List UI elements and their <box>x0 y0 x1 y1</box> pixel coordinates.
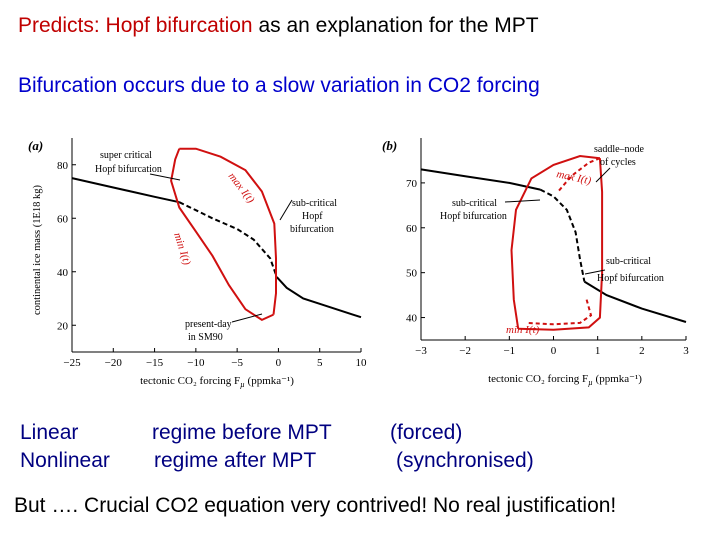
panel-b-x-label-unit: (ppmka⁻¹) <box>593 373 642 385</box>
panel-b-saddle-node-l2: of cycles <box>600 157 636 168</box>
panel-a-present-day-pointer <box>231 313 263 323</box>
panel-a-y-tick-label: 80 <box>57 160 69 172</box>
panel-a-label: (a) <box>28 138 43 153</box>
panel-b-max-branch <box>510 154 601 329</box>
panel-a-plot-area <box>72 138 361 352</box>
panel-a-x-label: tectonic CO₂ forcing Fµ (ppmka⁻¹) <box>140 375 294 389</box>
panel-b-x-tick-label: −1 <box>503 345 515 357</box>
row-1-col-3: (forced) <box>390 421 463 444</box>
panel-b-y-tick-label: 40 <box>406 313 418 325</box>
panel-a-x-tick-label: −15 <box>146 357 164 369</box>
slide-subtitle: Bifurcation occurs due to a slow variati… <box>18 74 540 97</box>
panel-a-max-branch <box>179 147 277 315</box>
panel-a-x-label-unit: (ppmka⁻¹) <box>245 375 294 387</box>
panel-b-sub-critical-a-l2: Hopf bifurcation <box>440 211 507 222</box>
panel-a-present-day-l1: present-day <box>185 319 232 330</box>
panel-a-sub-critical-l3: bifurcation <box>290 224 334 235</box>
panel-a-x-tick-label: −5 <box>231 357 243 369</box>
panel-b-min-branch <box>518 158 604 331</box>
panel-b-x-label-main: tectonic CO₂ forcing F <box>488 373 588 385</box>
panel-b-sub-critical-b-l2: Hopf bifurcation <box>597 273 664 284</box>
row-1-col-1: Linear <box>20 421 79 444</box>
panel-a-x-tick-label: −10 <box>187 357 205 369</box>
panel-a-min-branch <box>170 148 274 322</box>
slide-title: Predicts: Hopf bifurcation as an explana… <box>18 14 539 38</box>
panel-a: −25 −20 −15 −10 −5 0 5 10 20 40 60 80 (a) continental… <box>28 138 367 389</box>
title-rest: as an explanation for the MPT <box>252 14 539 37</box>
panel-a-sub-critical-l2: Hopf <box>302 211 323 222</box>
panel-a-super-critical-pointer <box>149 173 181 181</box>
bifurcation-figure: −25 −20 −15 −10 −5 0 5 1020406080(a)continental… <box>28 138 689 389</box>
panel-b-x-label: tectonic CO₂ forcing Fµ (ppmka⁻¹) <box>488 373 642 387</box>
panel-b-x-tick-label: 2 <box>639 345 645 357</box>
panel-a-x-tick-label: 0 <box>276 357 282 369</box>
panel-b: −3 −2 −1 0 1 2 3 40 50 60 70 (b) tectonic CO₂ forcin… <box>382 138 689 387</box>
panel-b-label: (b) <box>382 138 397 153</box>
panel-a-y-tick-label: 60 <box>57 213 69 225</box>
panel-b-sub-critical-b-pointer <box>584 269 606 275</box>
row-2-col-1: Nonlinear <box>20 449 110 472</box>
panel-a-sub-critical-l1: sub-critical <box>292 198 337 209</box>
panel-a-y-label: continental ice mass (1E18 kg) <box>32 184 43 315</box>
title-highlight: Predicts: Hopf bifurcation <box>18 14 253 37</box>
panel-a-x-label-sub: µ <box>240 380 245 389</box>
panel-b-equilibrium-stable-left <box>420 168 541 191</box>
row-2-col-3: (synchronised) <box>396 449 534 472</box>
panel-a-x-tick-label: −25 <box>63 357 81 369</box>
row-1-col-2: regime before MPT <box>152 421 332 444</box>
panel-b-x-label-sub: µ <box>588 378 593 387</box>
panel-a-sub-critical-pointer <box>279 199 293 221</box>
panel-b-min-branch-unstable <box>526 299 593 326</box>
panel-b-equilibrium-unstable <box>539 188 586 282</box>
panel-b-y-tick-label: 70 <box>406 178 418 190</box>
panel-b-x-tick-label: 3 <box>683 345 689 357</box>
panel-a-super-critical-l2: Hopf bifurcation <box>95 164 162 175</box>
panel-a-present-day-l2: in SM90 <box>188 332 223 343</box>
panel-b-x-tick-label: −3 <box>415 345 427 357</box>
panel-a-super-critical-l1: super critical <box>100 150 152 161</box>
panel-a-x-label-main: tectonic CO₂ forcing F <box>140 375 240 387</box>
panel-b-max-branch-unstable <box>557 157 601 193</box>
panel-b-saddle-node-pointer <box>595 167 611 183</box>
footer-note: But …. Crucial CO2 equation very contriv… <box>14 494 617 517</box>
panel-b-saddle-node-l1: saddle–node <box>594 144 645 155</box>
panel-a-x-tick-label: 5 <box>317 357 323 369</box>
panel-b-x-tick-label: −2 <box>459 345 471 357</box>
panel-a-equilibrium-stable-right <box>276 276 362 319</box>
panel-b-min-label: min I(t) <box>506 324 540 336</box>
panel-b-sub-critical-b-l1: sub-critical <box>606 256 651 267</box>
panel-a-x-tick-label: 10 <box>356 357 368 369</box>
panel-b-plot-area <box>421 138 686 340</box>
panel-a-x-tick-label: −20 <box>105 357 123 369</box>
panel-b-x-tick-label: 1 <box>595 345 601 357</box>
panel-b-y-tick-label: 50 <box>406 268 418 280</box>
panel-b-sub-critical-a-pointer <box>504 199 541 203</box>
panel-a-y-tick-label: 20 <box>57 320 69 332</box>
panel-b-sub-critical-a-l1: sub-critical <box>452 198 497 209</box>
row-2-col-2: regime after MPT <box>154 449 317 472</box>
panel-a-equilibrium-stable-left <box>71 177 180 204</box>
panel-b-x-tick-label: 0 <box>551 345 557 357</box>
panel-b-y-tick-label: 60 <box>406 223 418 235</box>
panel-a-equilibrium-unstable <box>178 201 278 278</box>
panel-b-equilibrium-stable-right <box>583 280 687 323</box>
panel-a-y-tick-label: 40 <box>57 267 69 279</box>
